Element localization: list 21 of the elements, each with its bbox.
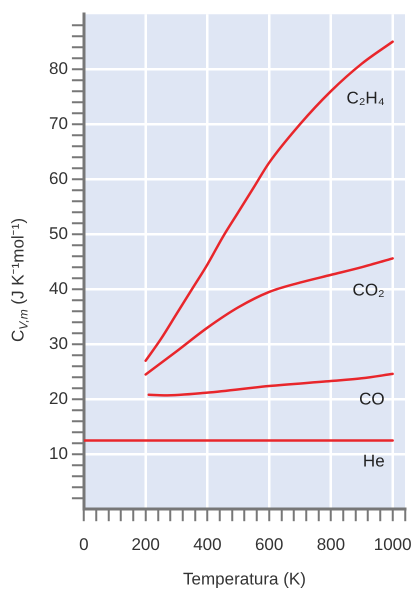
x-axis-title: Temperatura (K) <box>183 569 306 588</box>
x-tick-label: 0 <box>79 535 89 554</box>
y-tick-label: 60 <box>48 168 68 188</box>
y-tick-label: 30 <box>48 334 68 353</box>
y-tick-label: 80 <box>48 58 68 78</box>
x-tick-label: 600 <box>254 535 284 554</box>
y-tick-label: 40 <box>48 278 68 298</box>
x-tick-label: 800 <box>316 535 346 554</box>
series-label: C₂H₄ <box>346 88 385 108</box>
y-tick-label: 70 <box>48 114 68 133</box>
y-tick-label: 20 <box>48 388 68 408</box>
line-series <box>144 40 394 362</box>
x-tick-label: 400 <box>193 535 222 554</box>
x-tick-label: 1000 <box>374 535 412 554</box>
line-series <box>144 257 394 376</box>
series-label: CO <box>359 390 385 409</box>
y-tick-label: 50 <box>48 224 68 243</box>
series-label: CO₂ <box>352 280 385 300</box>
series-label: He <box>362 451 385 470</box>
y-tick-label: 10 <box>48 444 68 463</box>
x-tick-label: 200 <box>131 535 160 554</box>
